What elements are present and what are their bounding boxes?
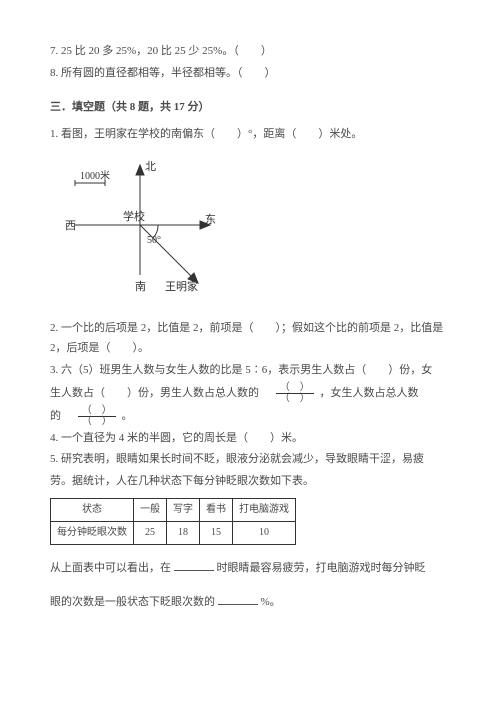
fb3b-text-b: ，女生人数占总人数 — [320, 387, 419, 399]
compass-diagram: 1000米 北 南 东 西 学校 50° 王明家 — [50, 155, 230, 305]
point-label: 王明家 — [165, 279, 198, 293]
fill-blank-5b: 劳。据统计，人在几种状态下每分钟眨眼次数如下表。 — [50, 472, 450, 492]
fill-blank-1: 1. 看图，王明家在学校的南偏东（ ）°，距离（ ）米处。 — [50, 125, 450, 145]
table-cell: 15 — [200, 521, 233, 544]
fill-blank-3b: 生人数占（ ）份，男生人数占总人数的 （ ）（ ） ，女生人数占总人数 — [50, 383, 450, 404]
table-cell: 25 — [134, 521, 167, 544]
fb5c-b: 时眼睛最容易疲劳，打电脑游戏时每分钟眨 — [217, 562, 426, 574]
fb5d-a: 眼的次数是一般状态下眨眼次数的 — [50, 596, 215, 608]
west-label: 西 — [65, 220, 76, 232]
fb3c-end: 。 — [122, 410, 133, 422]
blink-table: 状态 一般 写字 看书 打电脑游戏 每分钟眨眼次数 25 18 15 10 — [50, 498, 296, 545]
fb5c-a: 从上面表中可以看出，在 — [50, 562, 171, 574]
fraction-blank-1: （ ）（ ） — [276, 383, 314, 404]
scale-label: 1000米 — [80, 169, 110, 182]
table-row: 每分钟眨眼次数 25 18 15 10 — [51, 521, 296, 544]
question-7: 7. 25 比 20 多 25%，20 比 25 少 25%。（ ） — [50, 42, 450, 62]
fill-blank-4: 4. 一个直径为 4 米的半圆，它的周长是（ ）米。 — [50, 429, 450, 449]
table-header-cell: 写字 — [167, 498, 200, 521]
blank-underline-1 — [174, 559, 214, 571]
fill-blank-3c: 的 （ ）（ ） 。 — [50, 406, 450, 427]
blank-underline-2 — [218, 593, 258, 605]
fill-blank-5a: 5. 研究表明，眼睛如果长时间不眨，眼液分泌就会减少，导致眼睛干涩，易疲 — [50, 450, 450, 470]
table-header-cell: 看书 — [200, 498, 233, 521]
table-header-cell: 打电脑游戏 — [233, 498, 296, 521]
center-label: 学校 — [123, 209, 145, 223]
fb3c-text: 的 — [50, 410, 72, 422]
fill-blank-2: 2. 一个比的后项是 2，比值是 2，前项是（ ）；假如这个比的前项是 2，比值… — [50, 319, 450, 359]
table-cell: 18 — [167, 521, 200, 544]
fill-blank-5d: 眼的次数是一般状态下眨眼次数的 %。 — [50, 593, 450, 613]
angle-label: 50° — [147, 235, 161, 246]
section-3-title: 三．填空题（共 8 题，共 17 分） — [50, 98, 450, 118]
table-header-cell: 一般 — [134, 498, 167, 521]
table-header-cell: 状态 — [51, 498, 134, 521]
table-cell: 每分钟眨眼次数 — [51, 521, 134, 544]
fraction-blank-2: （ ）（ ） — [78, 406, 116, 427]
fill-blank-5c: 从上面表中可以看出，在 时眼睛最容易疲劳，打电脑游戏时每分钟眨 — [50, 559, 450, 579]
table-header-row: 状态 一般 写字 看书 打电脑游戏 — [51, 498, 296, 521]
fb3b-text-a: 生人数占（ ）份，男生人数占总人数的 — [50, 387, 270, 399]
question-8: 8. 所有圆的直径都相等，半径都相等。（ ） — [50, 64, 450, 84]
table-cell: 10 — [233, 521, 296, 544]
south-label: 南 — [135, 280, 146, 293]
north-label: 北 — [145, 160, 156, 173]
east-label: 东 — [205, 213, 216, 226]
fill-blank-3a: 3. 六（5）班男生人数与女生人数的比是 5∶6，表示男生人数占（ ）份，女 — [50, 361, 450, 381]
fb5d-b: %。 — [261, 596, 281, 608]
